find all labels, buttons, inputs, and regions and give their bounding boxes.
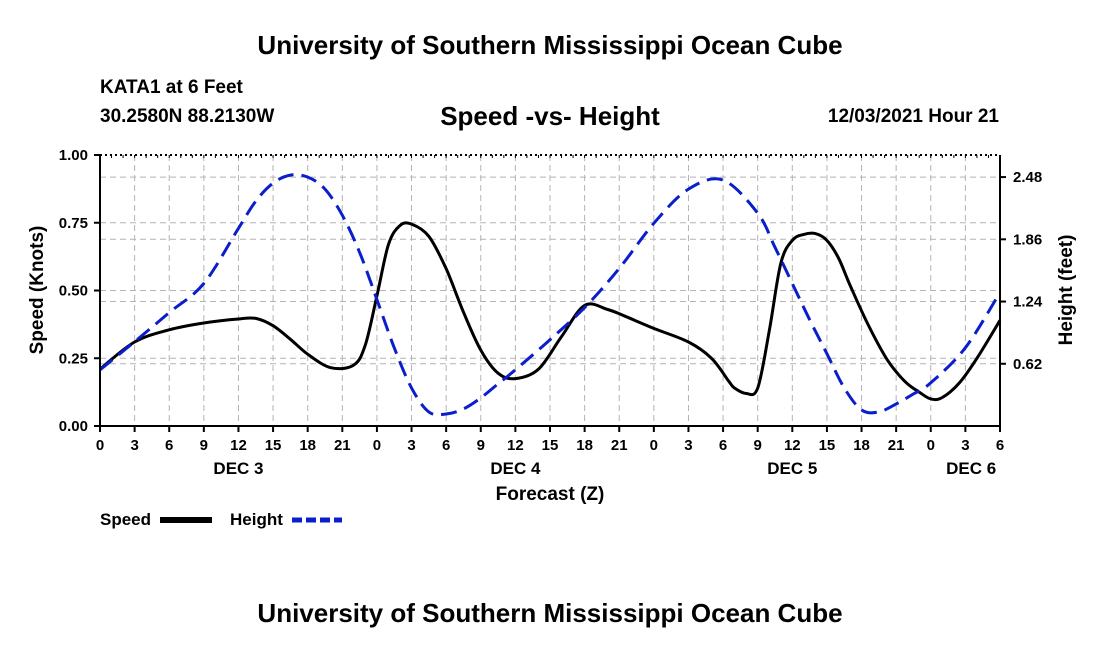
x-tick-label: 9 xyxy=(754,437,762,454)
axis-ticks: 0 3 6 9 12 15 18 21 0 3 6 9 12 15 18 21 0 3 6 9 12 15 18 21 0 3 6D… xyxy=(59,147,1043,478)
y-tick-label: 0.50 xyxy=(59,283,88,300)
x-tick-label: 3 xyxy=(961,437,969,454)
speed-series-line xyxy=(99,221,1002,402)
legend-height-label: Height xyxy=(230,510,283,529)
station-label: KATA1 at 6 Feet xyxy=(100,77,243,98)
plot-title: Speed -vs- Height xyxy=(440,101,660,131)
x-tick-label: 18 xyxy=(299,437,316,454)
x-tick-label: 6 xyxy=(442,437,450,454)
organization-title: University of Southern Mississippi Ocean… xyxy=(257,30,843,60)
day-label: DEC 3 xyxy=(213,459,263,478)
y-tick-label: 0.00 xyxy=(59,418,88,435)
x-tick-label: 0 xyxy=(650,437,658,454)
x-axis-label: Forecast (Z) xyxy=(496,484,605,505)
x-tick-label: 21 xyxy=(888,437,905,454)
series-lines xyxy=(99,173,1002,417)
grid-lines xyxy=(100,155,1000,426)
height-series-line xyxy=(99,173,1002,417)
x-tick-label: 0 xyxy=(96,437,104,454)
y-tick-label: 0.75 xyxy=(59,215,88,232)
x-tick-label: 6 xyxy=(719,437,727,454)
legend-speed-label: Speed xyxy=(100,510,151,529)
x-tick-label: 21 xyxy=(611,437,628,454)
x-tick-label: 12 xyxy=(230,437,247,454)
x-tick-label: 9 xyxy=(200,437,208,454)
y2-axis-label: Height (feet) xyxy=(1056,235,1077,346)
legend: Speed Height xyxy=(100,510,342,529)
y-axis-label: Speed (Knots) xyxy=(27,226,48,355)
x-tick-label: 15 xyxy=(542,437,559,454)
y2-tick-label: 2.48 xyxy=(1013,169,1042,186)
day-label: DEC 4 xyxy=(490,459,541,478)
x-tick-label: 0 xyxy=(927,437,935,454)
y-tick-label: 1.00 xyxy=(59,147,88,164)
y-tick-label: 0.25 xyxy=(59,350,88,367)
station-coordinates: 30.2580N 88.2130W xyxy=(100,106,275,127)
x-tick-label: 21 xyxy=(334,437,351,454)
footer-organization-title: University of Southern Mississippi Ocean… xyxy=(257,598,843,628)
x-tick-label: 0 xyxy=(373,437,381,454)
x-tick-label: 6 xyxy=(165,437,173,454)
x-tick-label: 9 xyxy=(477,437,485,454)
day-label: DEC 6 xyxy=(946,459,996,478)
day-label: DEC 5 xyxy=(767,459,817,478)
x-tick-label: 12 xyxy=(507,437,524,454)
x-tick-label: 3 xyxy=(407,437,415,454)
x-tick-label: 18 xyxy=(576,437,593,454)
x-tick-label: 6 xyxy=(996,437,1004,454)
y2-tick-label: 1.24 xyxy=(1013,294,1043,311)
y2-tick-label: 1.86 xyxy=(1013,231,1042,248)
x-tick-label: 15 xyxy=(819,437,836,454)
x-tick-label: 3 xyxy=(684,437,692,454)
x-tick-label: 12 xyxy=(784,437,801,454)
x-tick-label: 15 xyxy=(265,437,282,454)
y2-tick-label: 0.62 xyxy=(1013,356,1042,373)
x-tick-label: 18 xyxy=(853,437,870,454)
x-tick-label: 3 xyxy=(130,437,138,454)
forecast-datetime: 12/03/2021 Hour 21 xyxy=(827,106,999,127)
